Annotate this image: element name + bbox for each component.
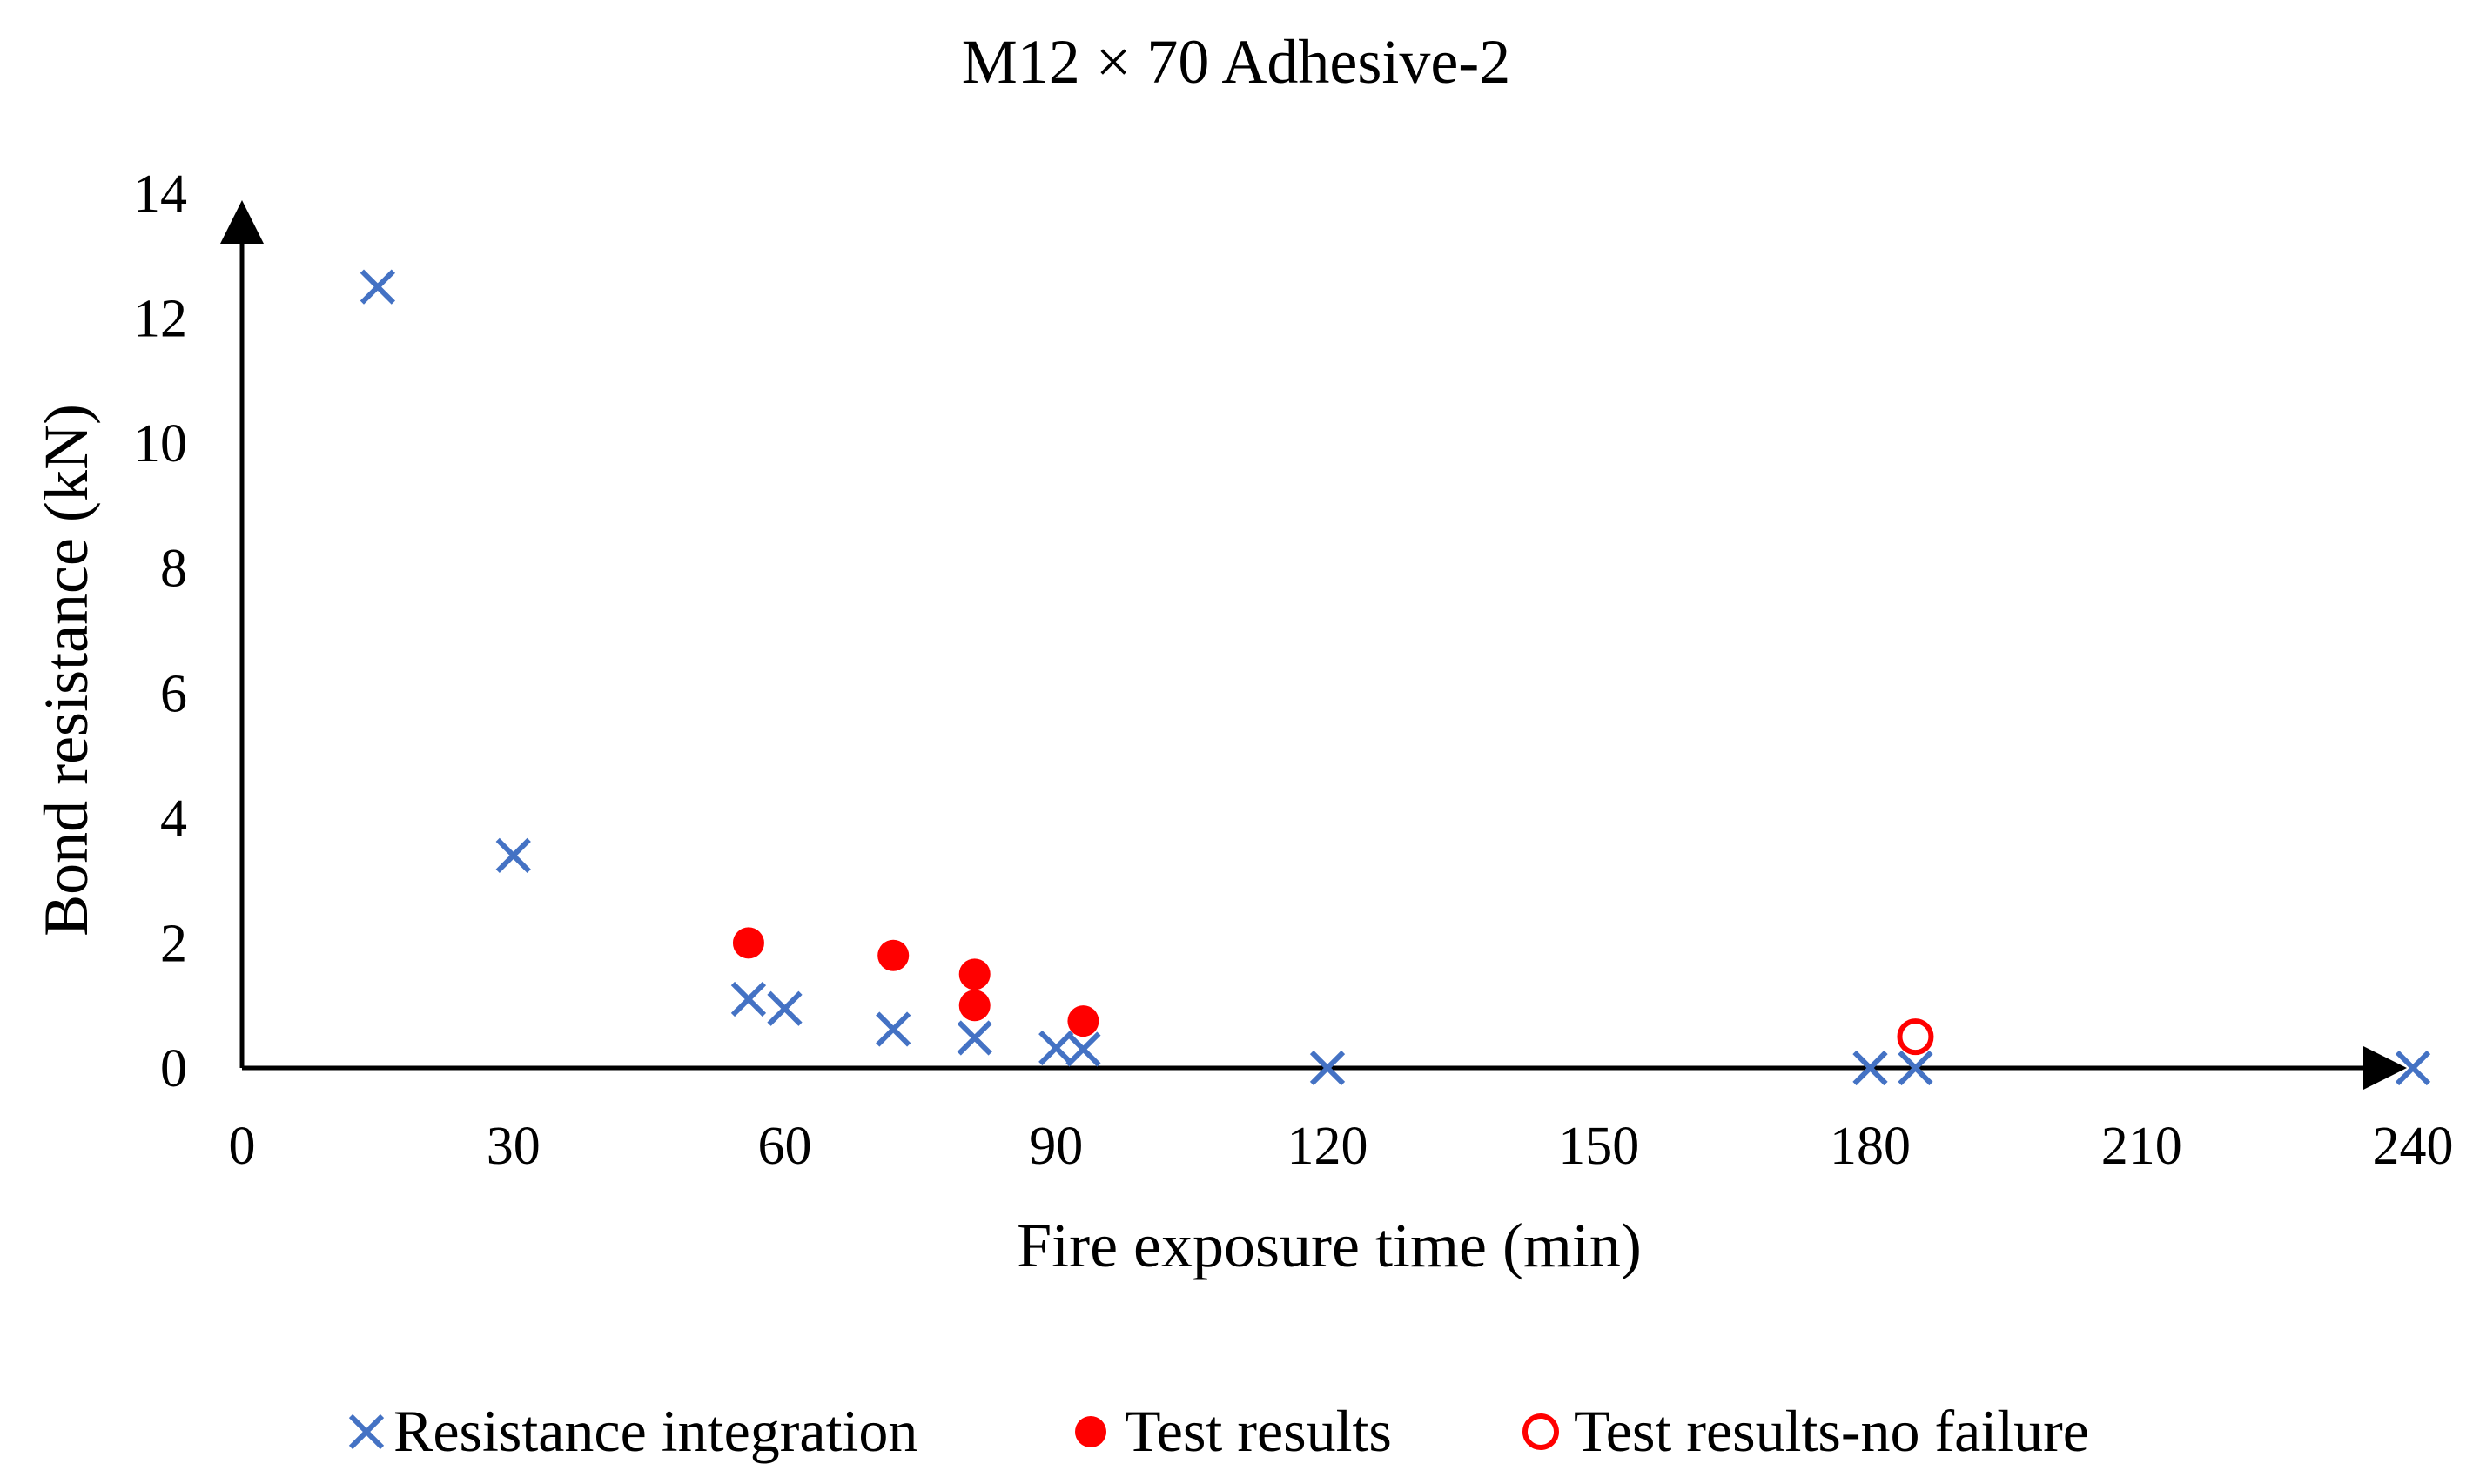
resistance-point <box>1898 1050 1933 1086</box>
test-point <box>958 990 991 1022</box>
y-axis-label: Bond resistance (kN) <box>31 404 101 937</box>
y-tick-labels: 0 2 4 6 8 10 12 14 <box>133 165 187 1098</box>
x-tick-label: 150 <box>1558 1117 1639 1176</box>
y-tick-label: 14 <box>133 165 187 224</box>
legend-marker-symbol <box>348 1413 385 1450</box>
resistance-point-stroke <box>767 990 803 1026</box>
legend-label-resistance-integration: Resistance integration <box>393 1398 917 1464</box>
x-tick-label: 120 <box>1287 1117 1368 1176</box>
x-tick-label: 240 <box>2373 1117 2454 1176</box>
resistance-point <box>2395 1050 2431 1086</box>
y-tick-label: 4 <box>160 789 187 849</box>
axes <box>220 200 2407 1090</box>
resistance-point-stroke <box>360 269 395 305</box>
resistance-point <box>876 1011 911 1047</box>
x-tick-label: 180 <box>1830 1117 1911 1176</box>
legend-item-resistance-integration: Resistance integration <box>348 1398 917 1464</box>
resistance-point-stroke <box>730 981 767 1017</box>
resistance-point <box>957 1020 992 1056</box>
test-point <box>958 958 991 990</box>
legend-marker-filled-circle <box>1075 1416 1106 1447</box>
resistance-point-stroke <box>957 1020 992 1056</box>
legend-marker-x <box>348 1413 385 1450</box>
test-point <box>877 939 910 971</box>
legend-label-test-results-no-failure: Test results-no failure <box>1574 1398 2089 1464</box>
x-axis-label: Fire exposure time (min) <box>1017 1211 1642 1280</box>
resistance-point <box>1309 1050 1346 1086</box>
resistance-point <box>730 981 767 1017</box>
resistance-point <box>360 269 395 305</box>
resistance-point <box>1038 1030 1074 1066</box>
chart-title: M12 × 70 Adhesive-2 <box>962 27 1511 97</box>
test-point <box>1067 1005 1099 1037</box>
legend-item-test-results-no-failure: Test results-no failure <box>1522 1398 2089 1464</box>
test-no-failure-point <box>1897 1018 1934 1056</box>
legend-marker-symbol <box>1075 1416 1106 1447</box>
legend-label-test-results: Test results <box>1125 1398 1392 1464</box>
y-tick-label: 6 <box>160 664 187 723</box>
y-tick-label: 12 <box>133 290 187 349</box>
resistance-point-stroke <box>1065 1031 1101 1067</box>
plot-points <box>360 269 2431 1086</box>
resistance-point <box>495 837 531 874</box>
legend-marker-open-circle <box>1522 1413 1559 1450</box>
y-tick-label: 2 <box>160 914 187 973</box>
x-tick-labels: 0 30 60 90 120 150 180 210 240 <box>229 1117 2454 1176</box>
x-tick-label: 60 <box>758 1117 812 1176</box>
legend-marker-symbol <box>1522 1413 1559 1450</box>
y-tick-label: 0 <box>160 1039 187 1098</box>
resistance-point <box>767 990 803 1026</box>
resistance-point-stroke <box>2395 1050 2431 1086</box>
resistance-point <box>1852 1050 1888 1086</box>
resistance-point-stroke <box>1898 1050 1933 1086</box>
legend-marker-symbol-stroke <box>348 1413 385 1450</box>
test-point <box>732 927 764 959</box>
x-tick-label: 90 <box>1029 1117 1083 1176</box>
resistance-point <box>1065 1031 1101 1067</box>
resistance-point-stroke <box>1852 1050 1888 1086</box>
resistance-point-stroke <box>1038 1030 1074 1066</box>
resistance-point-stroke <box>1309 1050 1346 1086</box>
resistance-point-stroke <box>876 1011 911 1047</box>
legend-item-test-results: Test results <box>1075 1398 1392 1464</box>
legend: Resistance integration Test results Test… <box>348 1398 2089 1464</box>
y-tick-label: 8 <box>160 540 187 599</box>
x-tick-label: 0 <box>229 1117 256 1176</box>
y-tick-label: 10 <box>133 414 187 473</box>
resistance-point-stroke <box>495 837 531 874</box>
x-tick-label: 210 <box>2101 1117 2182 1176</box>
x-tick-label: 30 <box>487 1117 541 1176</box>
